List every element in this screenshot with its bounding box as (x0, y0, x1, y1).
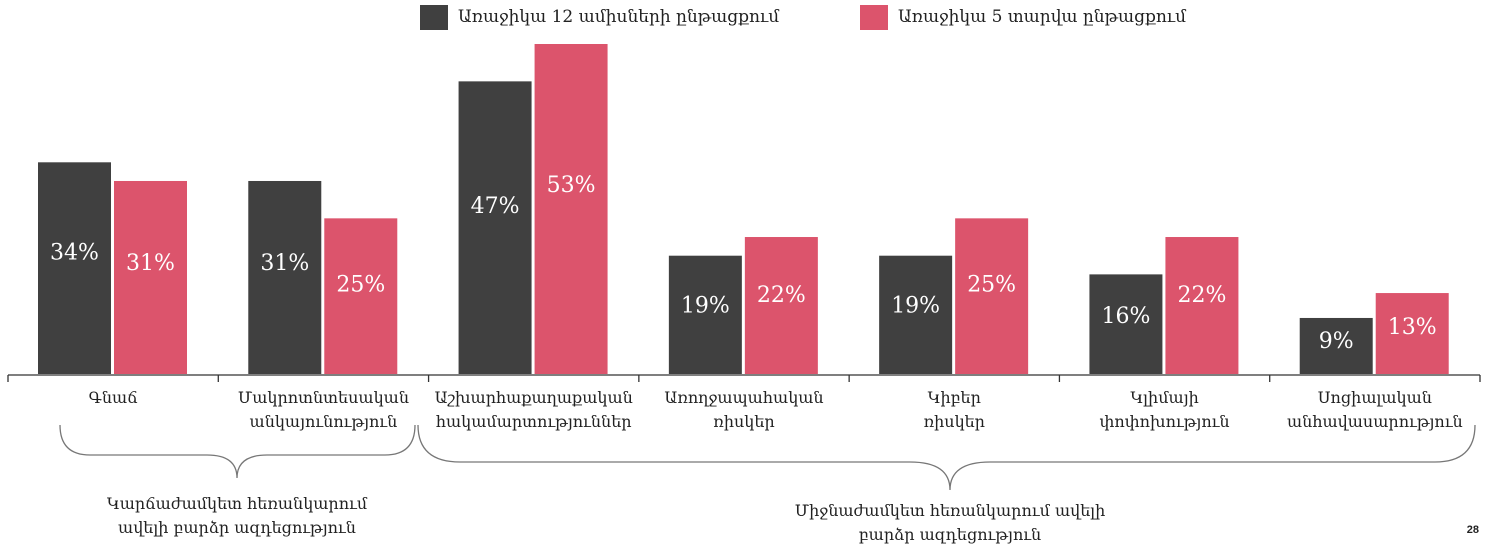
data-label: 25% (336, 272, 385, 297)
data-label: 22% (757, 283, 806, 308)
annotation: Կարճաժամկետ հեռանկարում ավելի բարձր ազդե… (106, 494, 368, 537)
page-number: 28 (1466, 524, 1479, 536)
data-label: 19% (681, 294, 730, 319)
data-label: 22% (1177, 283, 1226, 308)
bar (324, 218, 398, 374)
bar (668, 255, 742, 374)
x-tick-label: Սոցիալական անհավասարություն (1286, 388, 1463, 431)
bar (879, 255, 953, 374)
bar (534, 44, 608, 374)
data-label: 34% (50, 240, 99, 265)
data-label: 25% (967, 272, 1016, 297)
bar (1299, 317, 1373, 374)
data-label: 13% (1388, 315, 1437, 340)
data-label: 16% (1101, 304, 1150, 329)
bar (744, 237, 818, 374)
legend-label: Առաջիկա 5 տարվա ընթացքում (898, 7, 1187, 27)
data-label: 31% (126, 251, 175, 276)
brace (417, 424, 1476, 491)
bar (1375, 293, 1449, 374)
bar (955, 218, 1029, 374)
data-label: 31% (260, 251, 309, 276)
data-label: 47% (471, 194, 520, 219)
x-tick-label: Մակրոտնտեսական անկայունություն (237, 388, 409, 431)
brace (59, 424, 416, 479)
bar (38, 162, 111, 374)
legend-swatch (420, 5, 448, 30)
bar (1165, 237, 1239, 374)
data-label: 19% (891, 294, 940, 319)
data-label: 53% (547, 173, 596, 198)
data-label: 9% (1319, 329, 1354, 354)
x-tick-label: Աշխարհաքաղաքական հակամարտություններ (434, 388, 633, 431)
bar (248, 180, 322, 374)
x-tick-label: Առողջապահական ռիսկեր (664, 388, 824, 431)
legend-swatch (860, 5, 888, 30)
x-tick-label: Գնաճ (88, 388, 138, 407)
bar (1089, 274, 1163, 374)
annotation: Միջնաժամկետ հեռանկարում ավելի բարձր ազդե… (794, 501, 1106, 544)
bar (114, 180, 187, 374)
legend-label: Առաջիկա 12 ամիսների ընթացքում (458, 7, 780, 27)
x-tick-label: Կիբեր ռիսկեր (923, 388, 985, 431)
x-tick-label: Կլիմայի փոփոխություն (1099, 388, 1230, 431)
bar (458, 81, 532, 374)
